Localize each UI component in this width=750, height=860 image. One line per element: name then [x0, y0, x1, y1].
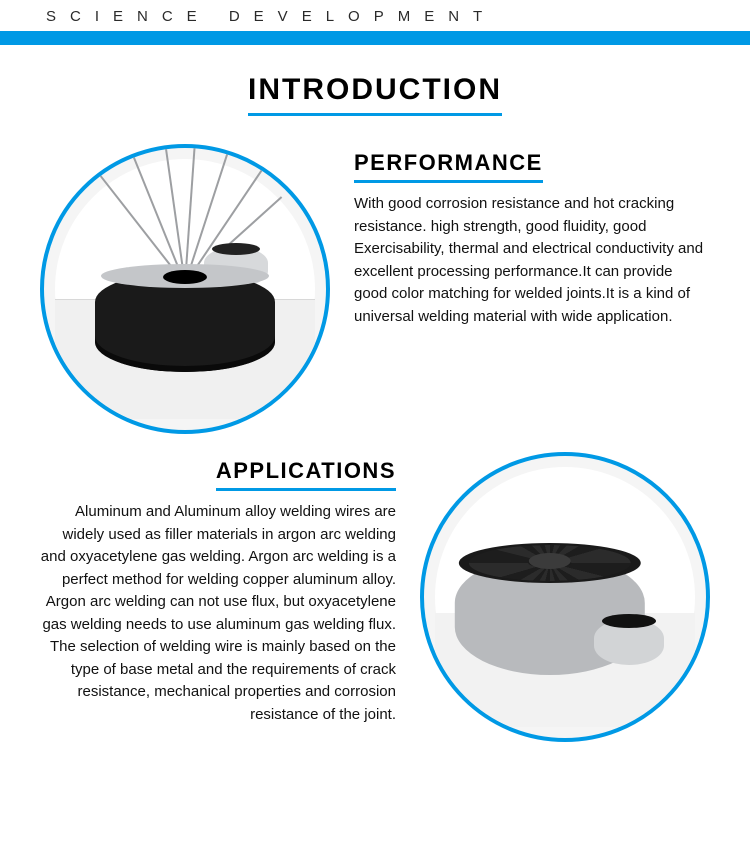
- applications-image: [420, 452, 710, 742]
- applications-title: APPLICATIONS: [216, 458, 396, 491]
- main-title: INTRODUCTION: [248, 73, 502, 116]
- section-performance: PERFORMANCE With good corrosion resistan…: [0, 126, 750, 434]
- header-accent-bar: [0, 31, 750, 45]
- spool-illustration-1: [55, 159, 315, 419]
- main-title-container: INTRODUCTION: [0, 73, 750, 116]
- applications-text-column: APPLICATIONS Aluminum and Aluminum alloy…: [40, 452, 396, 726]
- performance-body: With good corrosion resistance and hot c…: [354, 193, 710, 328]
- section-applications: APPLICATIONS Aluminum and Aluminum alloy…: [0, 434, 750, 742]
- performance-image: [40, 144, 330, 434]
- performance-text-column: PERFORMANCE With good corrosion resistan…: [354, 144, 710, 328]
- spool-illustration-2: [435, 467, 695, 727]
- applications-body: Aluminum and Aluminum alloy welding wire…: [40, 501, 396, 726]
- page-tagline: SCIENCE DEVELOPMENT: [0, 0, 750, 31]
- performance-title: PERFORMANCE: [354, 150, 543, 183]
